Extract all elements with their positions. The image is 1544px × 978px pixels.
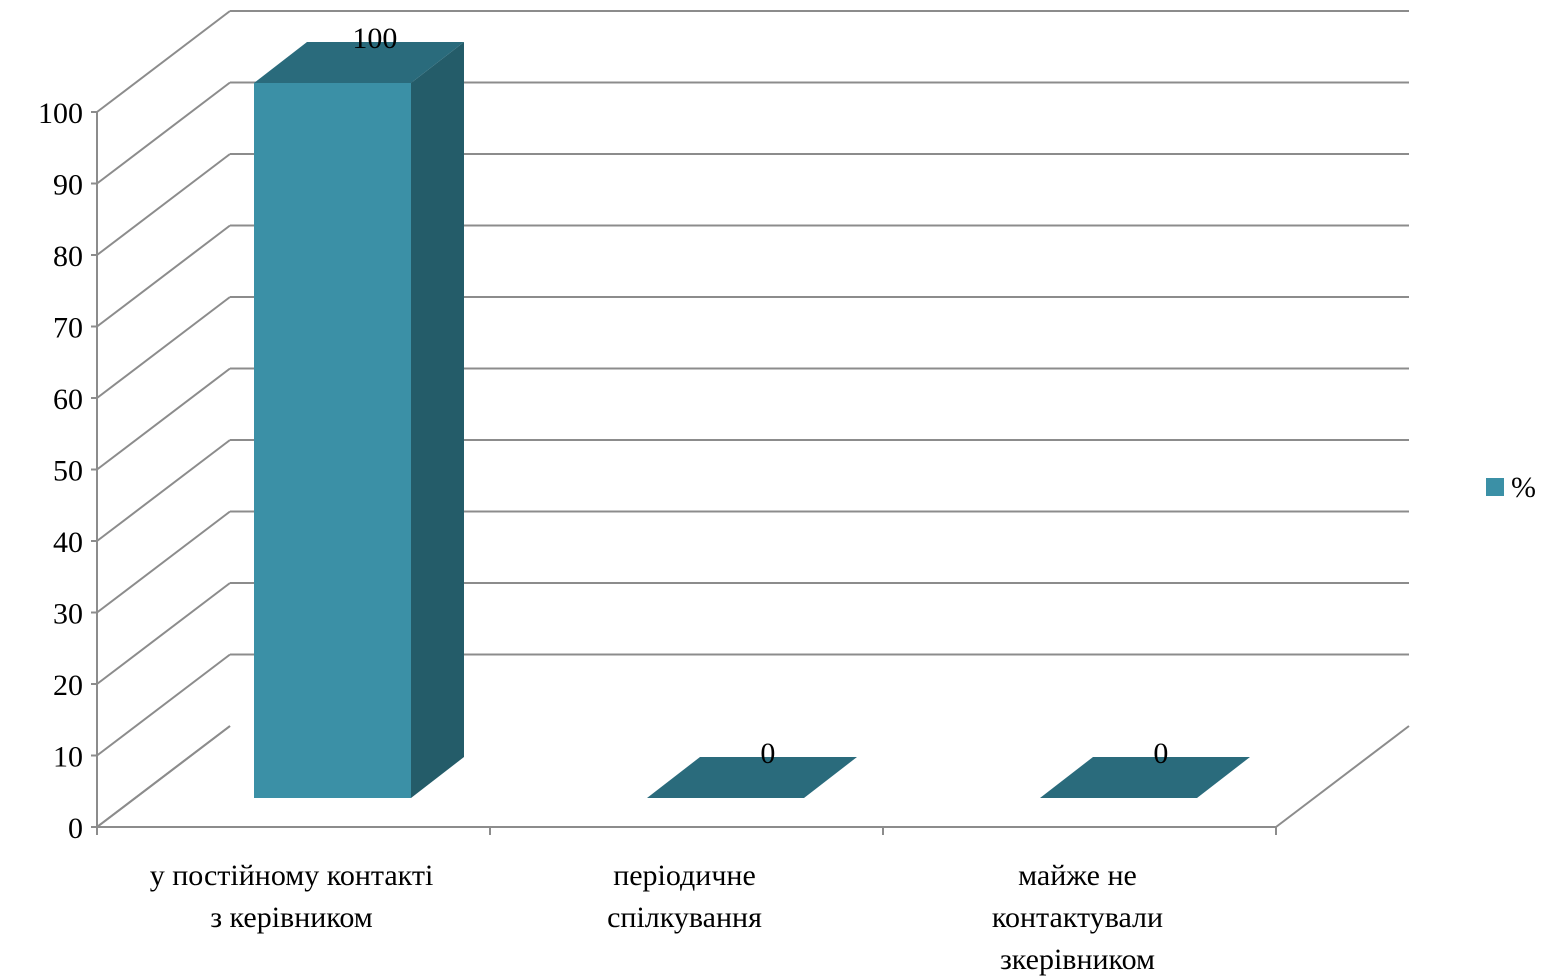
y-tick-label: 70 — [53, 312, 83, 345]
y-tick-label: 90 — [53, 169, 83, 202]
floor-left-edge — [96, 725, 231, 828]
side-grid-line — [96, 10, 231, 113]
y-tick-label: 10 — [53, 741, 83, 774]
floor-right-edge — [1275, 725, 1410, 828]
y-tick-label: 50 — [53, 455, 83, 488]
side-grid-line — [96, 224, 231, 328]
y-tick-label: 80 — [53, 240, 83, 273]
side-grid-line — [96, 153, 231, 256]
y-tick-label: 60 — [53, 383, 83, 416]
y-tick-label: 100 — [38, 97, 83, 130]
x-axis-labels: у постійному контакті з керівником періоди… — [150, 859, 1163, 976]
x-tick-label: контактували — [992, 901, 1163, 934]
side-grid-line — [96, 582, 231, 685]
side-grid-line — [96, 510, 231, 614]
x-tick-label: у постійному контакті — [150, 859, 434, 892]
x-tick-label: спілкування — [607, 901, 762, 934]
y-tick-label: 20 — [53, 669, 83, 702]
y-axis-ticks: 0 10 20 30 40 50 60 70 80 90 100 — [38, 97, 97, 845]
data-label: 100 — [352, 22, 397, 55]
data-label: 0 — [1153, 737, 1168, 770]
x-tick-label: періодичне — [613, 859, 756, 892]
data-label: 0 — [760, 737, 775, 770]
bar-top — [1040, 757, 1250, 798]
y-tick-label: 0 — [68, 812, 83, 845]
side-grid-line — [96, 367, 231, 471]
bar-top — [647, 757, 857, 798]
y-tick-label: 40 — [53, 526, 83, 559]
side-grid-line — [96, 439, 231, 542]
side-grid-line — [96, 653, 231, 757]
x-tick-label: зкерівником — [1000, 943, 1155, 976]
bar-front — [254, 83, 411, 798]
bar — [254, 42, 464, 798]
legend: % — [1486, 471, 1536, 504]
bar — [647, 757, 857, 798]
legend-label: % — [1511, 471, 1536, 504]
legend-swatch — [1486, 478, 1504, 496]
x-tick-label: майже не — [1018, 859, 1137, 892]
data-labels: 100 0 0 — [352, 22, 1168, 770]
y-tick-label: 30 — [53, 598, 83, 631]
side-grid-line — [96, 81, 231, 185]
x-tick-label: з керівником — [210, 901, 373, 934]
bar-side — [411, 42, 464, 798]
side-grid-line — [96, 296, 231, 399]
bars — [254, 42, 1250, 798]
bar — [1040, 757, 1250, 798]
bar-top — [254, 42, 464, 83]
